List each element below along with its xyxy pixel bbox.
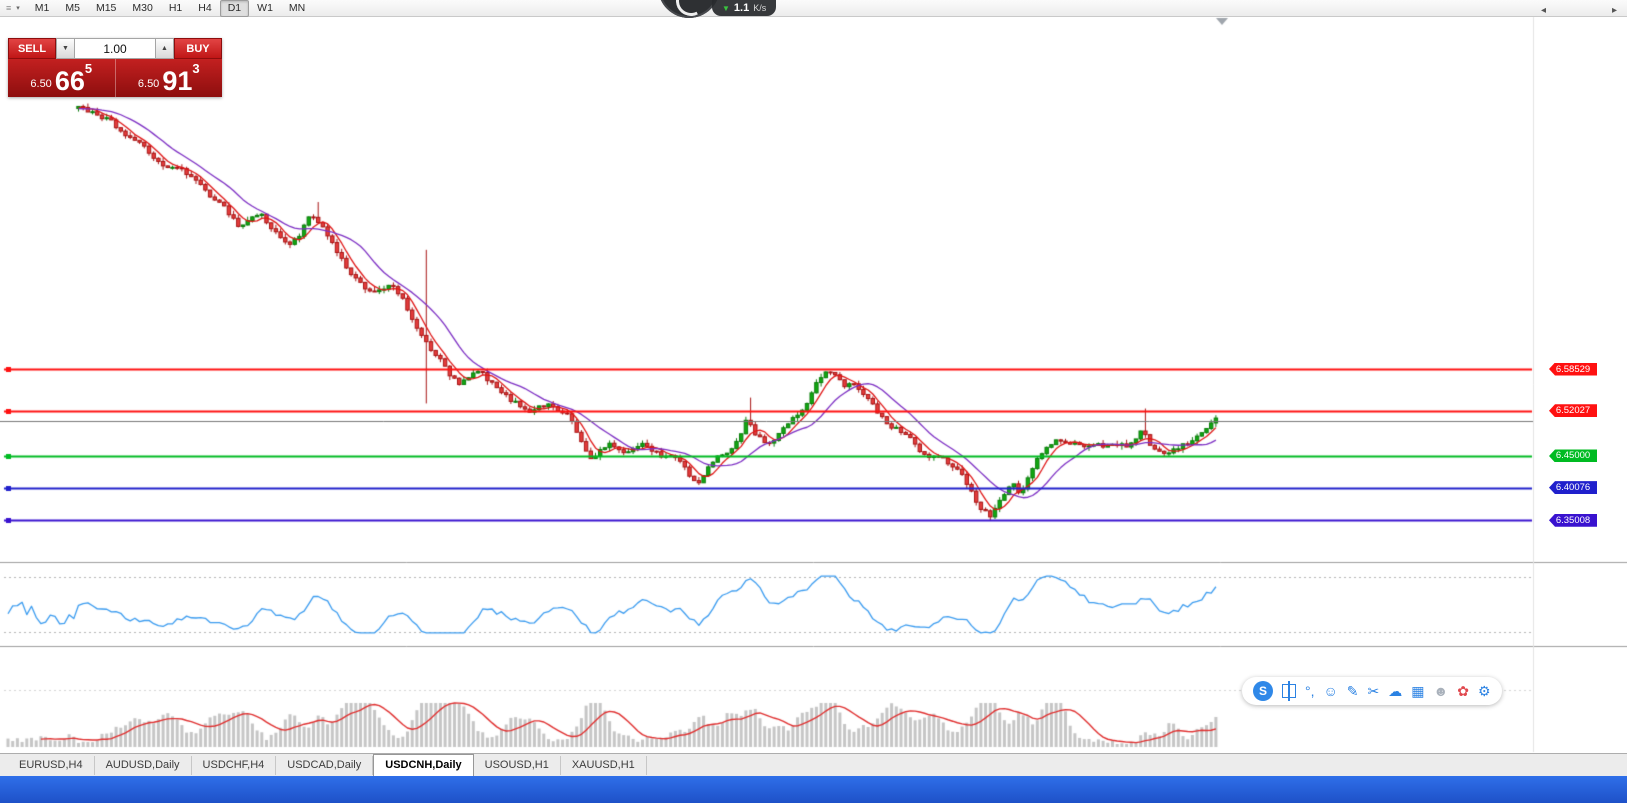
toolbar-grip-icon: ≡: [6, 3, 12, 13]
sell-price-display[interactable]: 6.50 66 5: [8, 59, 115, 97]
chinese-mode-icon[interactable]: [1282, 681, 1296, 701]
network-speed-unit: K/s: [753, 3, 767, 13]
handwriting-icon[interactable]: ✎: [1346, 683, 1359, 699]
sell-price-prefix: 6.50: [30, 78, 52, 90]
timeframe-button-h4[interactable]: H4: [198, 1, 212, 14]
ime-toolbar: S °, ☺ ✎ ✂ ☁ ▦ ☻ ✿ ⚙: [1242, 677, 1502, 705]
price-level-badge: 6.52027: [1549, 404, 1597, 418]
price-level-badge: 6.58529: [1549, 362, 1597, 376]
timeframe-button-m30[interactable]: M30: [132, 1, 153, 14]
toolbar-menu-icon[interactable]: ▾: [16, 5, 20, 12]
chart-tab-bar: EURUSD,H4 AUDUSD,Daily USDCHF,H4 USDCAD,Dai…: [0, 753, 1627, 777]
taskbar-strip[interactable]: [0, 776, 1627, 803]
buy-price-pip-digit: 3: [192, 61, 200, 76]
skin-icon[interactable]: ✿: [1457, 683, 1469, 699]
chart-tab-usdcad[interactable]: USDCAD,Daily: [276, 755, 374, 775]
tab-scroll-right-button[interactable]: ▸: [1612, 5, 1618, 16]
timeframe-button-mn[interactable]: MN: [288, 1, 306, 14]
account-icon[interactable]: ☻: [1433, 683, 1449, 699]
chart-tab-xauusd[interactable]: XAUUSD,H1: [561, 755, 647, 775]
tab-scroll-left-button[interactable]: ◂: [1541, 5, 1547, 16]
chart-tab-audusd[interactable]: AUDUSD,Daily: [95, 755, 192, 775]
volume-increase-button[interactable]: ▲: [155, 38, 174, 59]
punctuation-icon[interactable]: °,: [1305, 683, 1315, 699]
download-arrow-icon: ▼: [722, 3, 730, 13]
chart-tab-usousd[interactable]: USOUSD,H1: [474, 755, 561, 775]
price-level-badge: 6.40076: [1549, 481, 1597, 495]
chart-tab-eurusd[interactable]: EURUSD,H4: [8, 755, 95, 775]
timeframe-button-w1[interactable]: W1: [257, 1, 273, 14]
timeframe-button-m1[interactable]: M1: [34, 1, 50, 14]
buy-price-big-digits: 91: [162, 66, 193, 96]
sell-button[interactable]: SELL: [8, 38, 56, 59]
timeframe-button-m15[interactable]: M15: [95, 1, 117, 14]
keyboard-icon[interactable]: ▦: [1411, 683, 1425, 699]
settings-icon[interactable]: ⚙: [1477, 683, 1491, 699]
buy-button[interactable]: BUY: [174, 38, 222, 59]
timeframe-button-h1[interactable]: H1: [168, 1, 183, 14]
cut-icon[interactable]: ✂: [1367, 683, 1380, 699]
timeframe-toolbar: ≡ ▾ M1 M5 M15 M30 H1 H4 D1 W1 MN: [0, 0, 1627, 17]
volume-input[interactable]: 1.00: [75, 38, 155, 59]
emoji-icon[interactable]: ☺: [1323, 683, 1338, 699]
sell-price-big-digits: 66: [54, 66, 85, 96]
network-speed-value: 1.1: [733, 2, 750, 14]
buy-price-prefix: 6.50: [137, 78, 160, 90]
timeframe-button-m5[interactable]: M5: [65, 1, 80, 14]
sogou-logo-icon[interactable]: S: [1253, 681, 1273, 701]
chart-tab-usdcnh[interactable]: USDCNH,Daily: [373, 753, 474, 777]
trade-controls-row: SELL ▼ 1.00 ▲ BUY: [8, 38, 222, 59]
volume-decrease-button[interactable]: ▼: [56, 38, 75, 59]
one-click-trade-panel: SELL ▼ 1.00 ▲ BUY 6.50 66 5 6.50 91 3: [8, 38, 222, 97]
chart-tab-usdchf[interactable]: USDCHF,H4: [192, 755, 277, 775]
sell-price-pip-digit: 5: [84, 61, 93, 76]
cloud-icon[interactable]: ☁: [1388, 683, 1403, 699]
timeframe-bar: M1 M5 M15 M30 H1 H4 D1 W1 MN: [27, 0, 313, 17]
price-level-badge: 6.35008: [1549, 513, 1597, 527]
timeframe-button-d1[interactable]: D1: [219, 0, 250, 17]
buy-price-display[interactable]: 6.50 91 3: [114, 59, 223, 97]
network-speed-overlay[interactable]: ▼ 1.1 K/s: [712, 0, 777, 16]
trade-prices-row: 6.50 66 5 6.50 91 3: [8, 59, 222, 97]
speed-meter-icon[interactable]: [658, 0, 720, 20]
price-level-badge: 6.45000: [1549, 449, 1597, 463]
